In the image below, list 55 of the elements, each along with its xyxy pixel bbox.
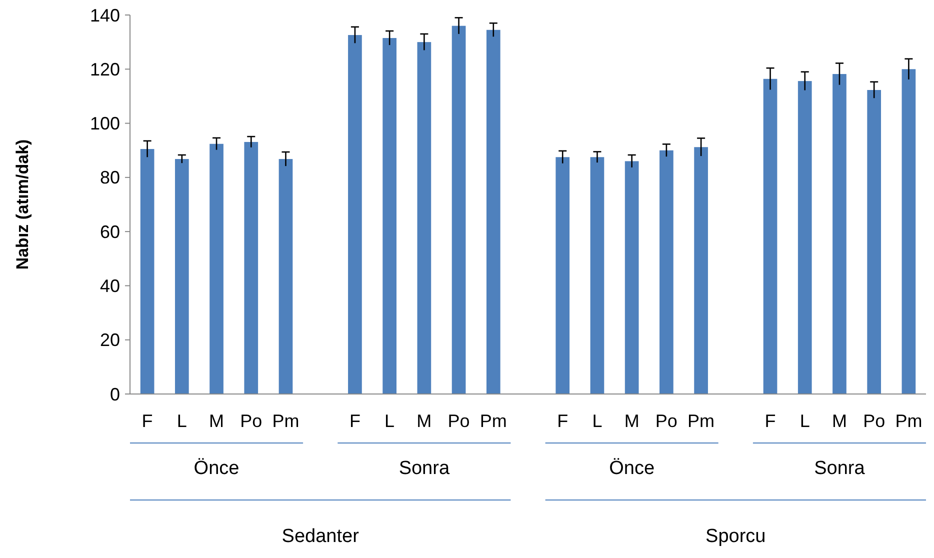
- bar: [556, 157, 570, 394]
- y-tick-label: 60: [100, 222, 120, 242]
- bar: [763, 78, 778, 394]
- bar: [902, 69, 916, 394]
- text: Sonra: [398, 458, 450, 479]
- x-tick-label: L: [592, 411, 602, 431]
- y-tick-label: 80: [100, 168, 120, 188]
- x-tick-label: L: [176, 411, 187, 431]
- bar: [798, 81, 812, 394]
- bar: [660, 150, 674, 394]
- bar: [278, 159, 293, 394]
- bar: [867, 90, 882, 394]
- x-tick-label: Pm: [480, 411, 507, 431]
- text: Önce: [194, 458, 240, 479]
- bar: [417, 42, 432, 394]
- bar: [694, 147, 708, 394]
- x-tick-label: M: [416, 411, 432, 431]
- bar: [590, 157, 604, 394]
- y-axis-title: Nabız (atım/dak): [13, 139, 32, 270]
- x-tick-label: M: [832, 411, 847, 431]
- x-tick-label: F: [142, 411, 153, 431]
- x-tick-label: F: [349, 411, 360, 431]
- x-tick-label: M: [624, 411, 640, 431]
- bar: [832, 74, 846, 394]
- y-tick-label: 40: [100, 276, 120, 296]
- x-tick-label: Po: [448, 411, 470, 431]
- bar: [382, 38, 396, 394]
- y-tick-label: 0: [110, 384, 120, 404]
- text: Sedanter: [282, 526, 360, 547]
- bar: [244, 142, 258, 394]
- x-tick-label: Po: [240, 411, 262, 431]
- bar: [624, 161, 639, 394]
- x-tick-label: Po: [655, 411, 678, 431]
- x-tick-label: Pm: [272, 411, 300, 431]
- text: Sporcu: [706, 526, 766, 547]
- bar: [452, 26, 466, 394]
- text: Önce: [609, 458, 655, 479]
- y-tick-label: 100: [90, 114, 120, 134]
- bar: [486, 30, 500, 394]
- x-tick-label: L: [800, 411, 810, 431]
- x-tick-label: F: [764, 411, 776, 431]
- y-tick-label: 140: [90, 5, 120, 26]
- bar: [348, 35, 362, 394]
- x-tick-label: Pm: [688, 411, 715, 431]
- x-tick-label: L: [384, 411, 395, 431]
- x-tick-label: Pm: [895, 411, 922, 431]
- x-tick-label: M: [209, 411, 224, 431]
- y-tick-label: 20: [100, 330, 120, 350]
- y-tick-label: 120: [90, 59, 120, 80]
- bar: [140, 149, 154, 394]
- text: Sonra: [814, 458, 866, 479]
- bar: [174, 159, 189, 394]
- x-tick-label: F: [557, 411, 568, 431]
- bar: [210, 144, 224, 394]
- x-tick-label: Po: [863, 411, 886, 431]
